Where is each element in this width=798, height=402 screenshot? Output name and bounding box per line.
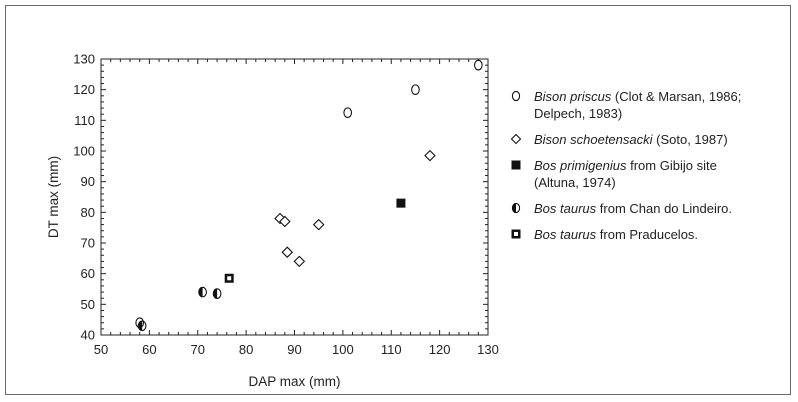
open-diamond-point [293,255,306,268]
x-axis: 50 60 70 80 90 100 110 120 130 [94,59,499,357]
legend-item-bos-taurus-chan-do-lindeiro: Bos taurus from Chan do Lindeiro. [510,200,785,217]
y-tick-label: 50 [81,297,95,312]
legend-text: from Praducelos. [596,227,699,242]
dotted-square-marker-icon [511,229,521,239]
x-tick-label: 110 [381,342,402,357]
legend-item-bos-taurus-praducelos: Bos taurus from Praducelos. [510,226,785,243]
legend-item-bos-primigenius: Bos primigenius from Gibijo site (Altuna… [510,157,785,191]
half-filled-circle-point [198,286,207,298]
x-tick-label: 50 [94,342,108,357]
legend: Bison priscus (Clot & Marsan, 1986; Delp… [510,88,785,252]
y-tick-label: 100 [73,144,95,159]
legend-item-bison-schoetensacki: Bison schoetensacki (Soto, 1987) [510,131,785,148]
plot-area [100,58,489,336]
open-diamond-marker-icon [510,133,522,145]
open-diamond-point [281,246,294,258]
y-tick-label: 120 [73,82,95,97]
x-tick-label: 100 [332,342,354,357]
legend-text: from Gibijo site [626,158,717,173]
legend-text-2: Delpech, 1983) [534,106,623,121]
x-tick-label: 60 [142,342,156,357]
x-tick-label: 120 [429,342,451,357]
y-axis-title: DT max (mm) [46,156,61,238]
x-axis-title: DAP max (mm) [248,374,340,389]
x-tick-label: 80 [239,342,253,357]
y-tick-label: 110 [74,113,95,128]
open-circle-point [411,84,420,96]
legend-text: (Soto, 1987) [652,132,728,147]
half-filled-circle-point [212,288,222,299]
legend-species: Bos taurus [534,227,597,242]
legend-species: Bison schoetensacki [534,132,653,147]
open-circle-point [343,107,353,119]
data-points [135,59,483,332]
open-circle-point [473,59,483,71]
y-tick-label: 90 [81,174,95,189]
legend-item-bison-priscus: Bison priscus (Clot & Marsan, 1986; Delp… [510,88,785,122]
half-filled-circle-marker-icon [511,202,521,214]
y-tick-label: 70 [81,236,95,251]
y-axis: 40 50 60 70 80 90 100 110 120 130 [73,52,488,343]
open-diamond-point [279,215,291,228]
legend-species: Bos taurus [534,201,597,216]
open-circle-marker-icon [511,90,521,102]
y-tick-label: 80 [81,205,95,220]
legend-text: (Clot & Marsan, 1986; [611,89,742,104]
y-tick-label: 40 [81,328,95,343]
legend-species: Bison priscus [534,89,612,104]
open-diamond-point [424,149,436,162]
filled-square-marker-icon [511,160,521,170]
x-tick-label: 90 [287,342,301,357]
dotted-square-point [224,273,234,283]
x-tick-label: 130 [477,342,499,357]
legend-text-2: (Altuna, 1974) [534,175,616,190]
x-tick-label: 70 [191,342,205,357]
legend-species: Bos primigenius [534,158,627,173]
y-tick-label: 130 [73,52,95,67]
half-filled-circle-point [137,320,147,332]
y-tick-label: 60 [81,266,95,281]
legend-text: from Chan do Lindeiro. [596,201,733,216]
open-diamond-point [312,218,325,231]
filled-square-point [396,198,406,208]
